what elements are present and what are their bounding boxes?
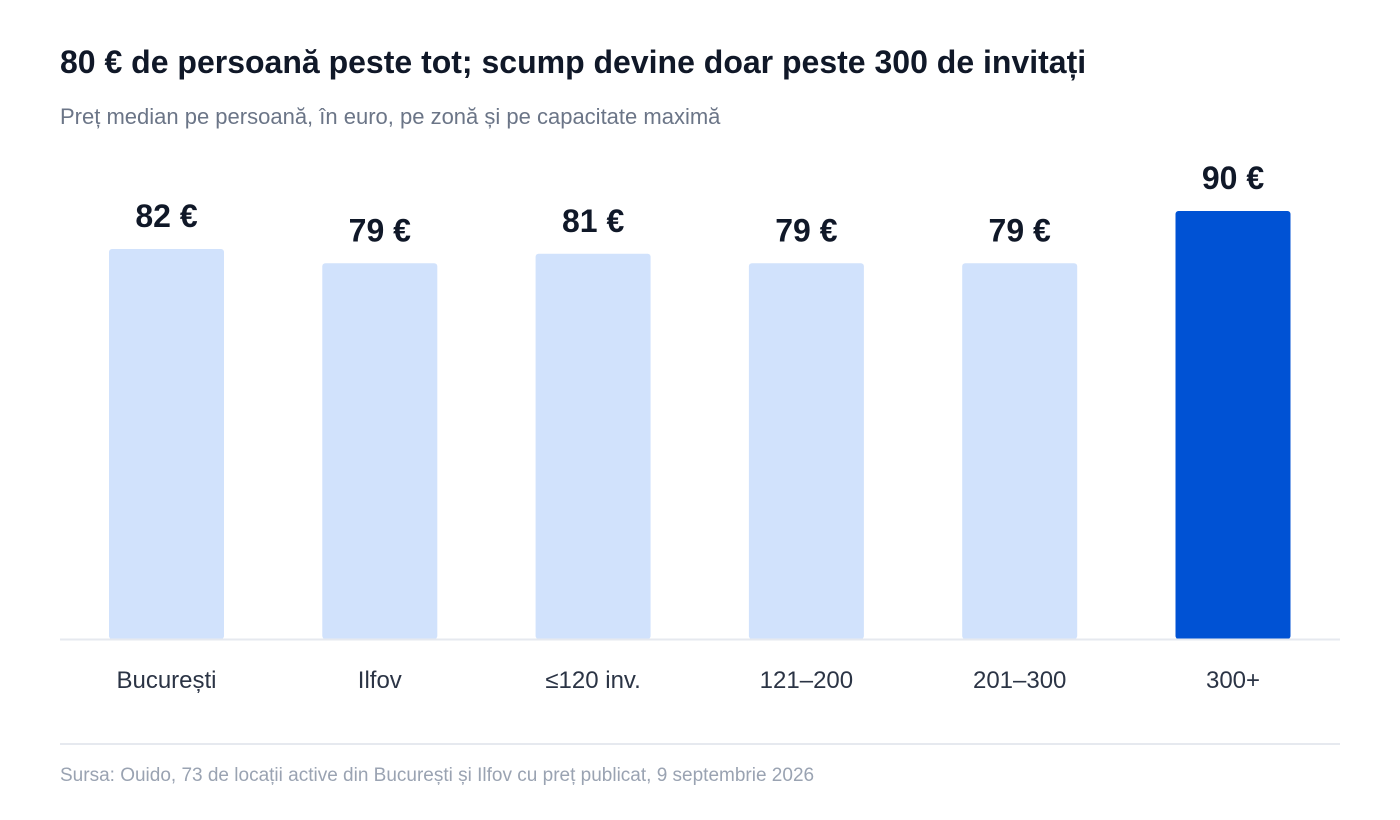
value-label-3: 79 € <box>775 212 837 248</box>
value-label-2: 81 € <box>562 203 624 239</box>
source-note: Sursa: Ouido, 73 de locații active din B… <box>60 765 815 786</box>
bar-2 <box>535 253 651 640</box>
value-label-0: 82 € <box>135 198 197 234</box>
value-label-5: 90 € <box>1202 160 1264 196</box>
bar-1 <box>322 263 438 639</box>
category-label-2: ≤120 inv. <box>545 667 640 694</box>
value-label-1: 79 € <box>349 212 411 248</box>
chart-title: 80 € de persoană peste tot; scump devine… <box>60 44 1087 80</box>
value-label-4: 79 € <box>989 212 1051 248</box>
category-label-0: București <box>116 667 216 694</box>
chart-subtitle: Preț median pe persoană, în euro, pe zon… <box>60 104 721 129</box>
category-label-4: 201–300 <box>973 667 1066 694</box>
bar-5 <box>1175 211 1291 639</box>
bar-0 <box>109 249 224 639</box>
footer-divider <box>60 743 1340 745</box>
bar-4 <box>962 263 1078 639</box>
category-label-3: 121–200 <box>760 667 853 694</box>
bar-chart: 82 € București 79 € Ilfov 81 € ≤120 inv. 79 € 1… <box>60 160 1340 694</box>
category-label-5: 300+ <box>1206 667 1260 694</box>
category-label-1: Ilfov <box>358 667 402 694</box>
bar-3 <box>748 263 864 639</box>
